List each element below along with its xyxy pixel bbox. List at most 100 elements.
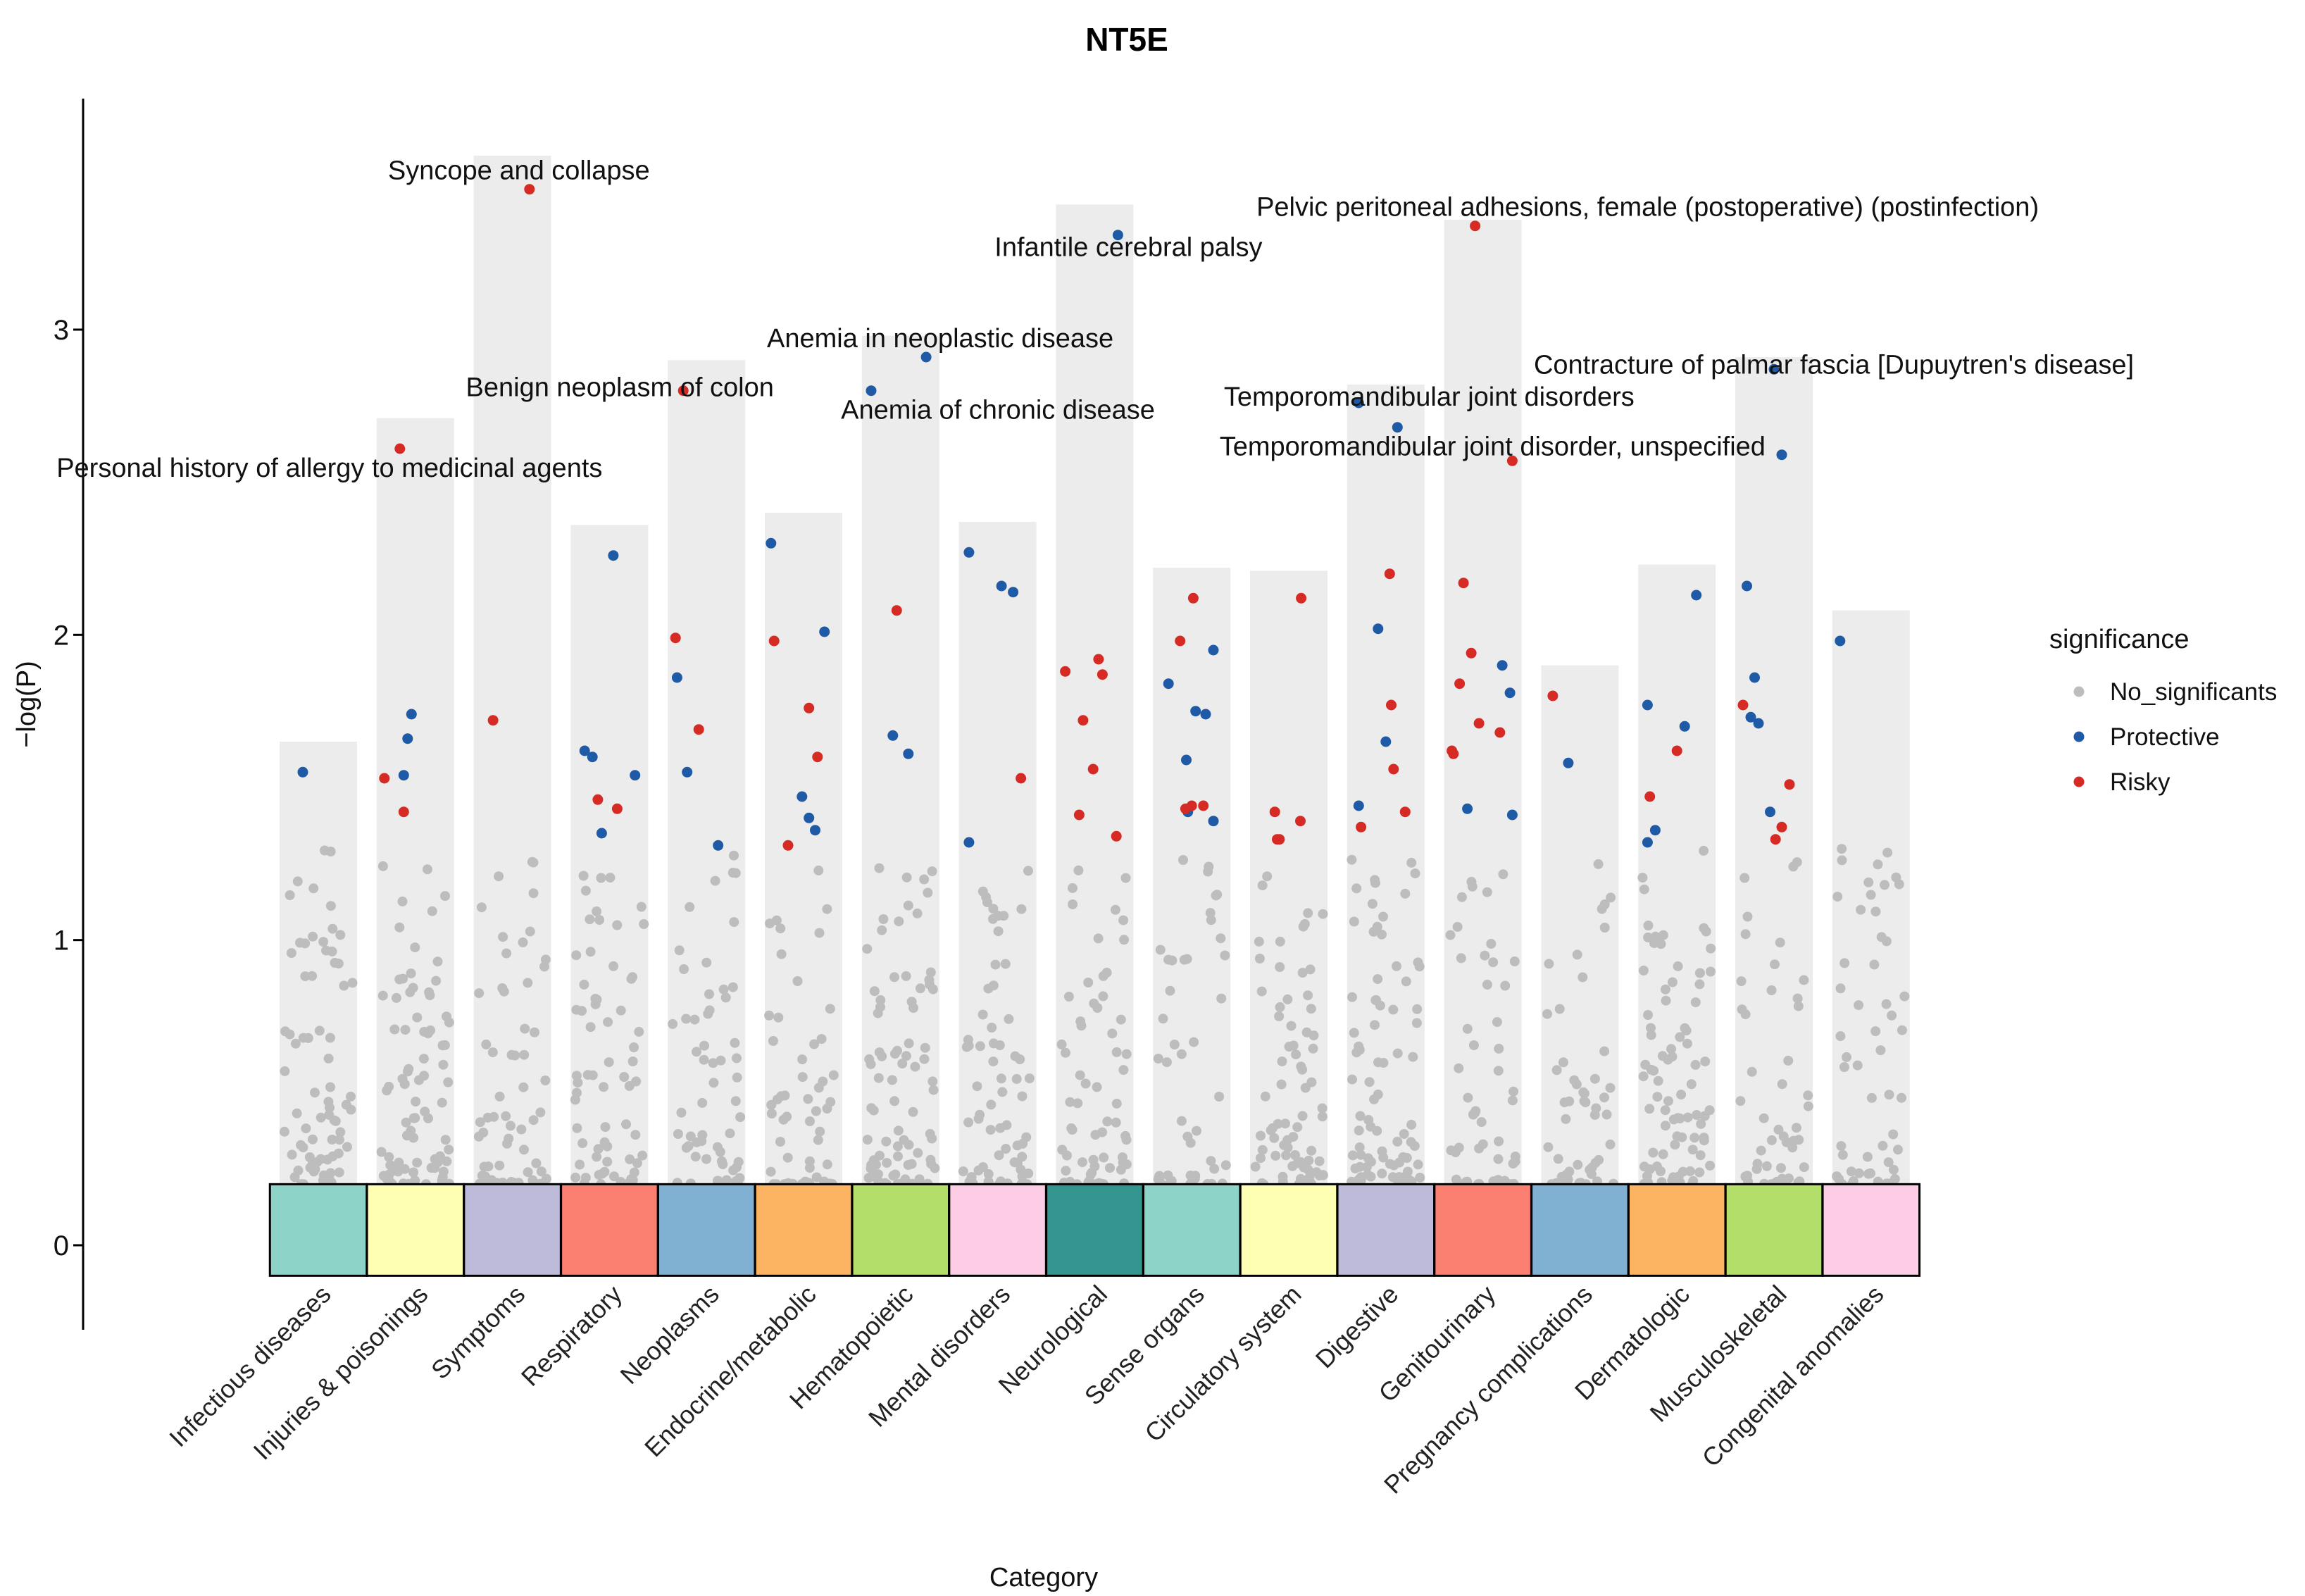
point-non-significant (1578, 1087, 1589, 1097)
point-risky (379, 773, 390, 784)
point-non-significant (1756, 1145, 1766, 1156)
point-non-significant (718, 1159, 728, 1170)
point-non-significant (1410, 868, 1420, 879)
point-non-significant (1292, 1122, 1303, 1133)
category-bar (1638, 564, 1716, 1185)
point-protective (1649, 825, 1661, 836)
point-risky (1448, 748, 1459, 759)
point-non-significant (321, 945, 332, 956)
point-non-significant (401, 1117, 411, 1128)
point-protective (579, 745, 590, 756)
point-non-significant (279, 1126, 289, 1137)
point-non-significant (630, 1130, 641, 1140)
point-protective (1181, 754, 1192, 766)
point-non-significant (1286, 1021, 1297, 1031)
point-non-significant (813, 865, 824, 875)
point-non-significant (324, 1109, 335, 1120)
point-non-significant (1699, 1135, 1709, 1146)
point-non-significant (1089, 998, 1099, 1009)
point-non-significant (1406, 857, 1417, 868)
point-non-significant (378, 1171, 389, 1181)
point-non-significant (427, 906, 437, 916)
point-protective (1765, 806, 1775, 818)
point-non-significant (988, 1056, 999, 1067)
point-non-significant (1482, 980, 1492, 990)
point-non-significant (814, 928, 825, 938)
point-protective (1353, 800, 1364, 811)
category-tile (1627, 1183, 1727, 1277)
point-non-significant (1673, 961, 1683, 971)
point-non-significant (1206, 915, 1216, 925)
legend-label: No_significants (2110, 678, 2277, 706)
point-non-significant (1873, 859, 1883, 870)
point-non-significant (1076, 1021, 1087, 1031)
point-non-significant (813, 1083, 824, 1093)
point-non-significant (1673, 1113, 1683, 1123)
point-non-significant (1024, 1073, 1035, 1084)
point-non-significant (1508, 1159, 1518, 1169)
point-protective (587, 752, 598, 763)
point-non-significant (442, 1156, 452, 1166)
point-non-significant (1494, 1043, 1504, 1054)
point-non-significant (318, 1175, 328, 1185)
point-non-significant (1099, 1152, 1109, 1163)
point-non-significant (996, 1073, 1006, 1084)
point-non-significant (1189, 1037, 1199, 1047)
point-non-significant (1706, 943, 1716, 954)
point-non-significant (609, 1171, 619, 1182)
point-non-significant (476, 902, 487, 913)
point-non-significant (523, 1167, 533, 1178)
point-non-significant (1349, 1028, 1359, 1038)
point-risky (398, 806, 409, 818)
point-non-significant (1696, 1118, 1706, 1129)
point-non-significant (1500, 980, 1511, 991)
point-non-significant (893, 1126, 904, 1136)
point-non-significant (1318, 1170, 1328, 1180)
chart-title: NT5E (1085, 21, 1168, 58)
point-non-significant (1658, 1149, 1668, 1159)
point-non-significant (1220, 1160, 1231, 1171)
point-non-significant (1837, 1149, 1848, 1160)
point-non-significant (803, 1094, 813, 1104)
point-protective (630, 770, 641, 781)
point-non-significant (1894, 879, 1904, 890)
point-non-significant (1836, 1141, 1847, 1152)
point-non-significant (1220, 950, 1230, 961)
point-non-significant (1699, 923, 1709, 933)
point-non-significant (1494, 1136, 1504, 1147)
point-risky (1547, 690, 1558, 702)
point-risky (1770, 834, 1781, 845)
point-non-significant (1554, 1004, 1565, 1014)
point-protective (1163, 678, 1174, 690)
point-non-significant (325, 1168, 336, 1178)
point-non-significant (590, 994, 601, 1004)
point-non-significant (1480, 950, 1490, 961)
point-non-significant (904, 1140, 914, 1150)
point-non-significant (882, 1158, 892, 1168)
point-non-significant (1869, 959, 1880, 970)
point-non-significant (1571, 1079, 1582, 1090)
category-bar (1250, 571, 1328, 1185)
point-non-significant (605, 873, 616, 883)
point-non-significant (1870, 1026, 1881, 1037)
point-protective (1200, 709, 1211, 720)
point-non-significant (1214, 1092, 1225, 1102)
point-non-significant (1412, 1004, 1423, 1014)
point-protective (1112, 230, 1123, 241)
point-non-significant (1023, 866, 1033, 876)
point-non-significant (1355, 1111, 1366, 1121)
point-non-significant (1057, 1145, 1068, 1155)
point-non-significant (1563, 1174, 1573, 1185)
point-risky (1458, 578, 1469, 589)
point-non-significant (914, 1174, 925, 1185)
point-non-significant (287, 1149, 297, 1160)
point-non-significant (1347, 992, 1357, 1002)
point-non-significant (1742, 911, 1753, 922)
point-non-significant (1677, 1132, 1687, 1142)
point-non-significant (577, 1138, 588, 1149)
point-risky (1087, 763, 1099, 775)
point-non-significant (1888, 1164, 1899, 1175)
category-color-strip (268, 1183, 1921, 1277)
point-non-significant (993, 926, 1004, 937)
point-non-significant (1367, 899, 1378, 909)
